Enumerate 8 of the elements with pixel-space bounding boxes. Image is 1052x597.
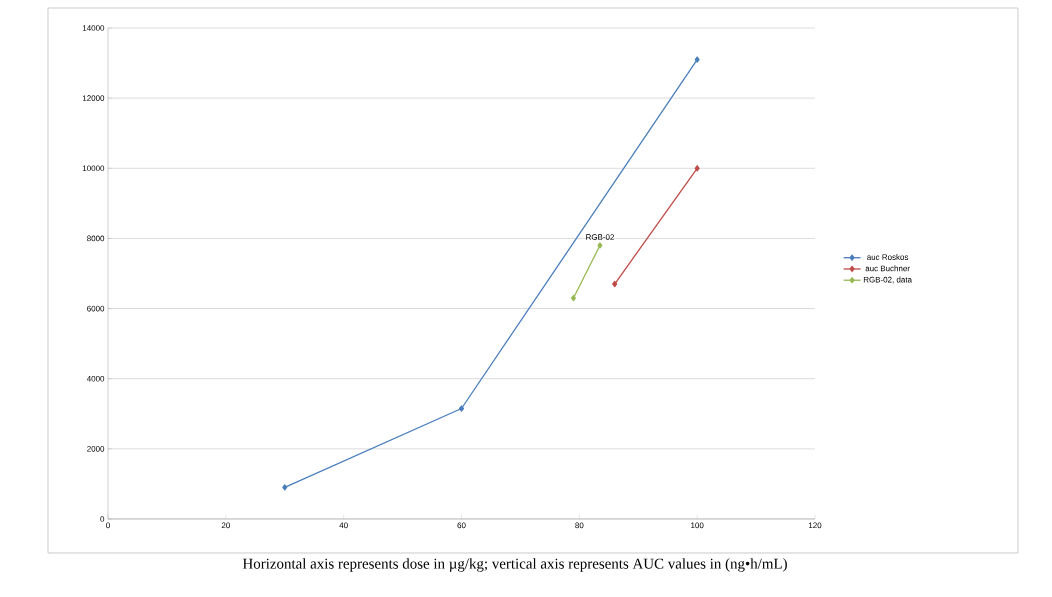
- point: [597, 242, 603, 249]
- point: [282, 484, 288, 491]
- point: [570, 294, 576, 302]
- point: [694, 56, 700, 63]
- text: Horizontal axis represents dose in µg/kg; vertical axis represents AUC values in (ng•h/mL): [242, 558, 787, 572]
- point: [458, 405, 465, 412]
- point: [612, 280, 618, 288]
- point: [694, 165, 700, 172]
